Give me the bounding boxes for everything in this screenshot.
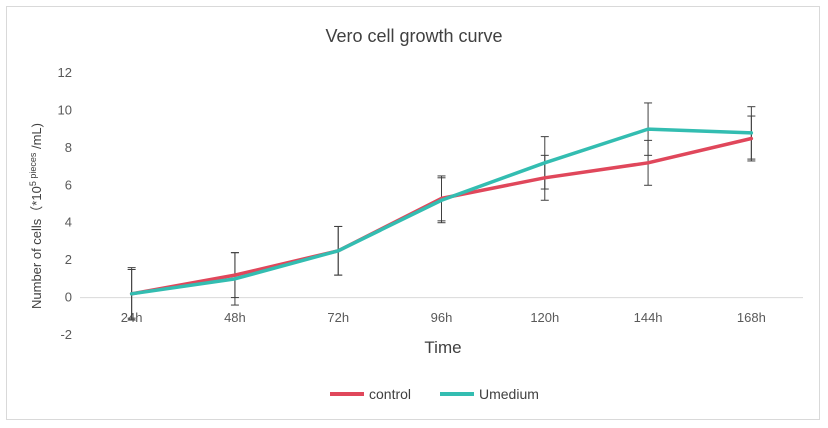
y-axis-title: Number of cells（*105 pieces /mL) [28,123,44,309]
growth-curve-chart: Vero cell growth curve Number of cells（*… [0,0,828,428]
y-tick-label: -2 [60,327,72,342]
x-axis-title: Time [424,338,461,357]
x-tick-label: 120h [530,310,559,325]
y-tick-labels: -2 0 2 4 6 8 10 12 [58,65,72,342]
x-tick-label: 168h [737,310,766,325]
legend-label-umedium: Umedium [479,386,539,402]
y-tick-label: 12 [58,65,72,80]
x-tick-labels: 24h 48h 72h 96h 120h 144h 168h [121,310,766,325]
x-tick-label: 96h [431,310,453,325]
y-axis-title-prefix: Number of cells（*10 [29,186,44,309]
x-tick-label: 144h [634,310,663,325]
y-tick-label: 10 [58,102,72,117]
error-bars [128,103,756,320]
x-tick-label: 72h [327,310,349,325]
y-axis-title-suffix: /mL) [29,123,44,153]
y-tick-label: 0 [65,290,72,305]
y-tick-label: 2 [65,252,72,267]
y-tick-label: 4 [65,215,72,230]
y-axis-title-small: pieces [28,152,38,181]
chart-title: Vero cell growth curve [325,26,502,46]
legend-label-control: control [369,386,411,402]
y-tick-label: 6 [65,177,72,192]
legend: control Umedium [330,386,539,402]
y-tick-label: 8 [65,140,72,155]
x-tick-label: 48h [224,310,246,325]
